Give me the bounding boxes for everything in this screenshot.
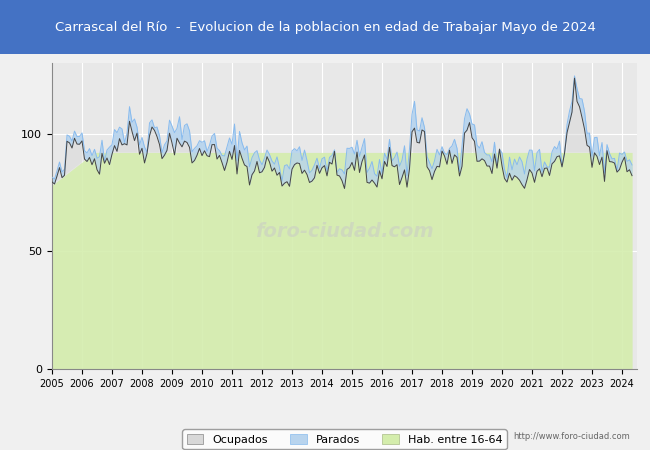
Text: Carrascal del Río  -  Evolucion de la poblacion en edad de Trabajar Mayo de 2024: Carrascal del Río - Evolucion de la pobl…: [55, 21, 595, 33]
Legend: Ocupados, Parados, Hab. entre 16-64: Ocupados, Parados, Hab. entre 16-64: [182, 429, 507, 449]
Text: foro-ciudad.com: foro-ciudad.com: [255, 222, 434, 241]
Text: http://www.foro-ciudad.com: http://www.foro-ciudad.com: [514, 432, 630, 441]
